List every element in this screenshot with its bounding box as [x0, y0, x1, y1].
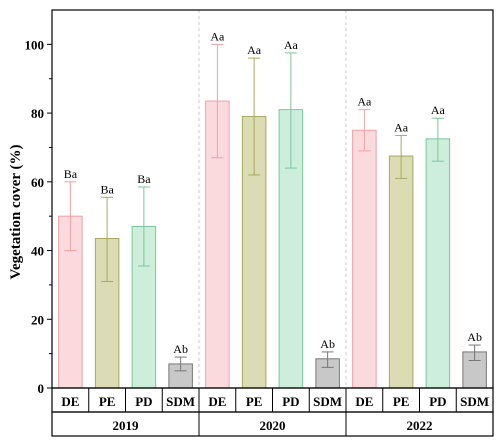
year-label: 2022	[407, 418, 433, 433]
category-label: PE	[99, 394, 116, 409]
significance-label: Aa	[357, 95, 372, 109]
significance-label: Ba	[100, 182, 114, 196]
significance-label: Ab	[173, 342, 188, 356]
bar-2022-pe	[388, 155, 414, 389]
y-tick-label: 0	[38, 381, 45, 396]
y-tick-label: 20	[31, 312, 44, 327]
category-label: DE	[355, 394, 373, 409]
category-label: PE	[246, 394, 263, 409]
category-label: PD	[429, 394, 446, 409]
significance-label: Aa	[210, 29, 225, 43]
y-tick-label: 40	[31, 244, 44, 259]
significance-label: Ab	[467, 330, 482, 344]
y-axis-label: Vegetation cover (%)	[8, 145, 24, 280]
bar-2022-de	[352, 129, 377, 389]
y-tick-label: 80	[31, 106, 44, 121]
category-label: PD	[282, 394, 299, 409]
significance-label: Aa	[247, 43, 262, 57]
significance-label: Ab	[320, 337, 335, 351]
significance-label: Ba	[137, 172, 151, 186]
category-label: PE	[393, 394, 410, 409]
category-label: SDM	[313, 394, 342, 409]
significance-label: Aa	[284, 38, 299, 52]
category-label: DE	[61, 394, 79, 409]
y-tick-label: 60	[31, 175, 44, 190]
category-label: PD	[135, 394, 152, 409]
category-label: SDM	[166, 394, 195, 409]
significance-label: Aa	[394, 120, 409, 134]
year-label: 2020	[260, 418, 286, 433]
significance-label: Aa	[431, 103, 446, 117]
category-label: DE	[208, 394, 226, 409]
bar-2022-pd	[425, 138, 451, 389]
significance-label: Ba	[64, 167, 78, 181]
plot-area: Ba DE Ba PE Ba PD Ab SDM 2019 Aa DE Aa PE Aa PD Ab SDM 20…	[25, 9, 494, 437]
year-label: 2019	[113, 418, 140, 433]
category-label: SDM	[460, 394, 489, 409]
y-tick-label: 100	[25, 37, 45, 52]
